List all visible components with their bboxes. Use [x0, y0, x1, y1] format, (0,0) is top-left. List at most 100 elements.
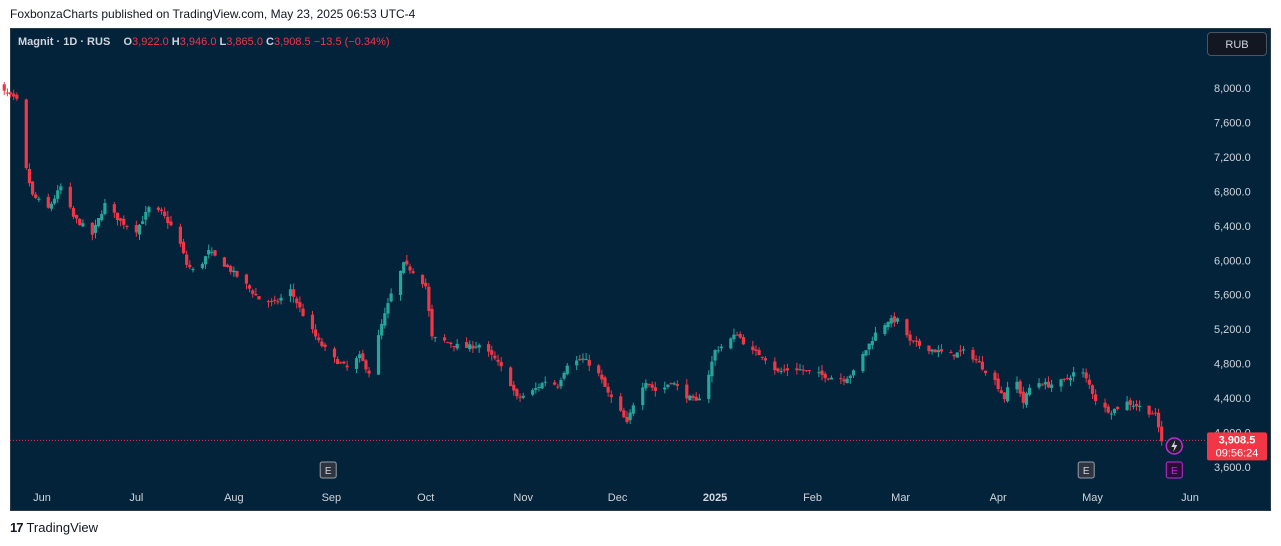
- candle-body: [867, 343, 871, 350]
- candle-body: [757, 350, 761, 356]
- earnings-marker-icon[interactable]: [319, 461, 337, 479]
- candle-body: [713, 350, 717, 361]
- y-tick-label: 8,000.0: [1214, 83, 1251, 95]
- candle-body: [949, 352, 953, 354]
- candle-body: [411, 271, 415, 273]
- candle-body: [1005, 387, 1010, 402]
- candle-body: [188, 264, 192, 268]
- candle-body: [339, 362, 343, 364]
- candle-body: [1150, 413, 1154, 415]
- candle-body: [870, 341, 874, 346]
- candle-body: [1027, 387, 1032, 395]
- chart-area[interactable]: [10, 28, 1271, 511]
- candle-body: [449, 342, 453, 345]
- candle-body: [666, 384, 670, 387]
- candle-body: [424, 282, 428, 287]
- candle-body: [961, 349, 966, 351]
- y-tick-label: 5,600.0: [1214, 290, 1251, 302]
- candle-body: [622, 410, 626, 418]
- candle-body: [499, 361, 503, 367]
- candle-body: [694, 396, 698, 401]
- candle-body: [166, 216, 170, 224]
- symbol-label[interactable]: Magnit · 1D · RUS: [18, 36, 111, 48]
- candle-body: [144, 211, 148, 220]
- currency-button[interactable]: RUB: [1207, 32, 1267, 56]
- tradingview-logo-icon[interactable]: 17: [10, 520, 24, 535]
- candle-body: [279, 297, 283, 301]
- candle-body: [477, 344, 481, 348]
- candle-body: [490, 350, 494, 355]
- candle-body: [270, 300, 274, 302]
- candle-body: [795, 368, 799, 371]
- candle-body: [361, 353, 365, 361]
- candle-body: [839, 378, 843, 380]
- candle-body: [1021, 391, 1025, 403]
- candle-body: [332, 348, 337, 358]
- candle-body: [675, 384, 679, 386]
- candle-body: [34, 194, 38, 198]
- candle-body: [207, 249, 211, 255]
- candle-body: [5, 92, 10, 94]
- x-tick-label: Sep: [322, 492, 342, 504]
- candle-body: [178, 226, 182, 244]
- candle-body: [663, 387, 667, 390]
- candle-body: [1072, 372, 1076, 377]
- candle-body: [1125, 401, 1129, 411]
- candle-body: [266, 301, 271, 303]
- candle-body: [81, 223, 85, 227]
- candle-body: [763, 358, 767, 361]
- candle-body: [1156, 412, 1161, 428]
- x-tick-label: May: [1082, 492, 1103, 504]
- candle-body: [1109, 413, 1113, 415]
- candle-body: [115, 212, 120, 221]
- candle-body: [1138, 405, 1142, 407]
- x-tick-label: Mar: [891, 492, 910, 504]
- earnings-marker-icon[interactable]: [1077, 461, 1095, 479]
- candle-body: [930, 349, 934, 352]
- candle-body: [983, 370, 988, 374]
- candle-body: [59, 186, 63, 191]
- x-tick-label: Dec: [608, 492, 628, 504]
- candle-body: [181, 241, 186, 254]
- candle-body: [625, 416, 629, 423]
- x-tick-label: Jun: [1181, 492, 1199, 504]
- candle-body: [628, 412, 632, 421]
- candle-body: [735, 334, 739, 336]
- candle-body: [609, 394, 613, 398]
- candle-body: [336, 358, 340, 365]
- candle-body: [996, 378, 1000, 389]
- candle-body: [380, 323, 384, 336]
- x-tick-label: Jul: [129, 492, 143, 504]
- candle-body: [1068, 377, 1073, 381]
- candle-body: [1065, 378, 1069, 380]
- price-badge[interactable]: [1207, 432, 1267, 461]
- low-label: L: [219, 36, 227, 48]
- candle-body: [320, 341, 324, 347]
- x-tick-label: Oct: [417, 492, 434, 504]
- candle-body: [37, 198, 41, 200]
- candle-body: [68, 186, 72, 208]
- candle-body: [556, 386, 560, 388]
- candle-body: [644, 383, 648, 389]
- candle-body: [936, 350, 940, 353]
- candle-body: [1084, 372, 1088, 379]
- candle-body: [886, 322, 890, 328]
- tradingview-logo-text[interactable]: TradingView: [26, 520, 99, 535]
- candle-body: [562, 372, 566, 379]
- candle-body: [845, 378, 849, 384]
- candle-body: [273, 299, 277, 301]
- candle-body: [97, 218, 101, 226]
- candle-body: [225, 264, 230, 267]
- candle-body: [993, 372, 997, 380]
- candle-body: [751, 346, 755, 351]
- candle-body: [710, 361, 714, 377]
- candle-body: [1106, 406, 1110, 413]
- candle-body: [376, 335, 381, 375]
- earnings-marker-icon[interactable]: [1165, 461, 1183, 479]
- candle-body: [955, 352, 959, 358]
- candle-body: [420, 274, 425, 285]
- candle-body: [864, 350, 868, 356]
- candle-body: [398, 270, 403, 296]
- candle-body: [169, 221, 173, 226]
